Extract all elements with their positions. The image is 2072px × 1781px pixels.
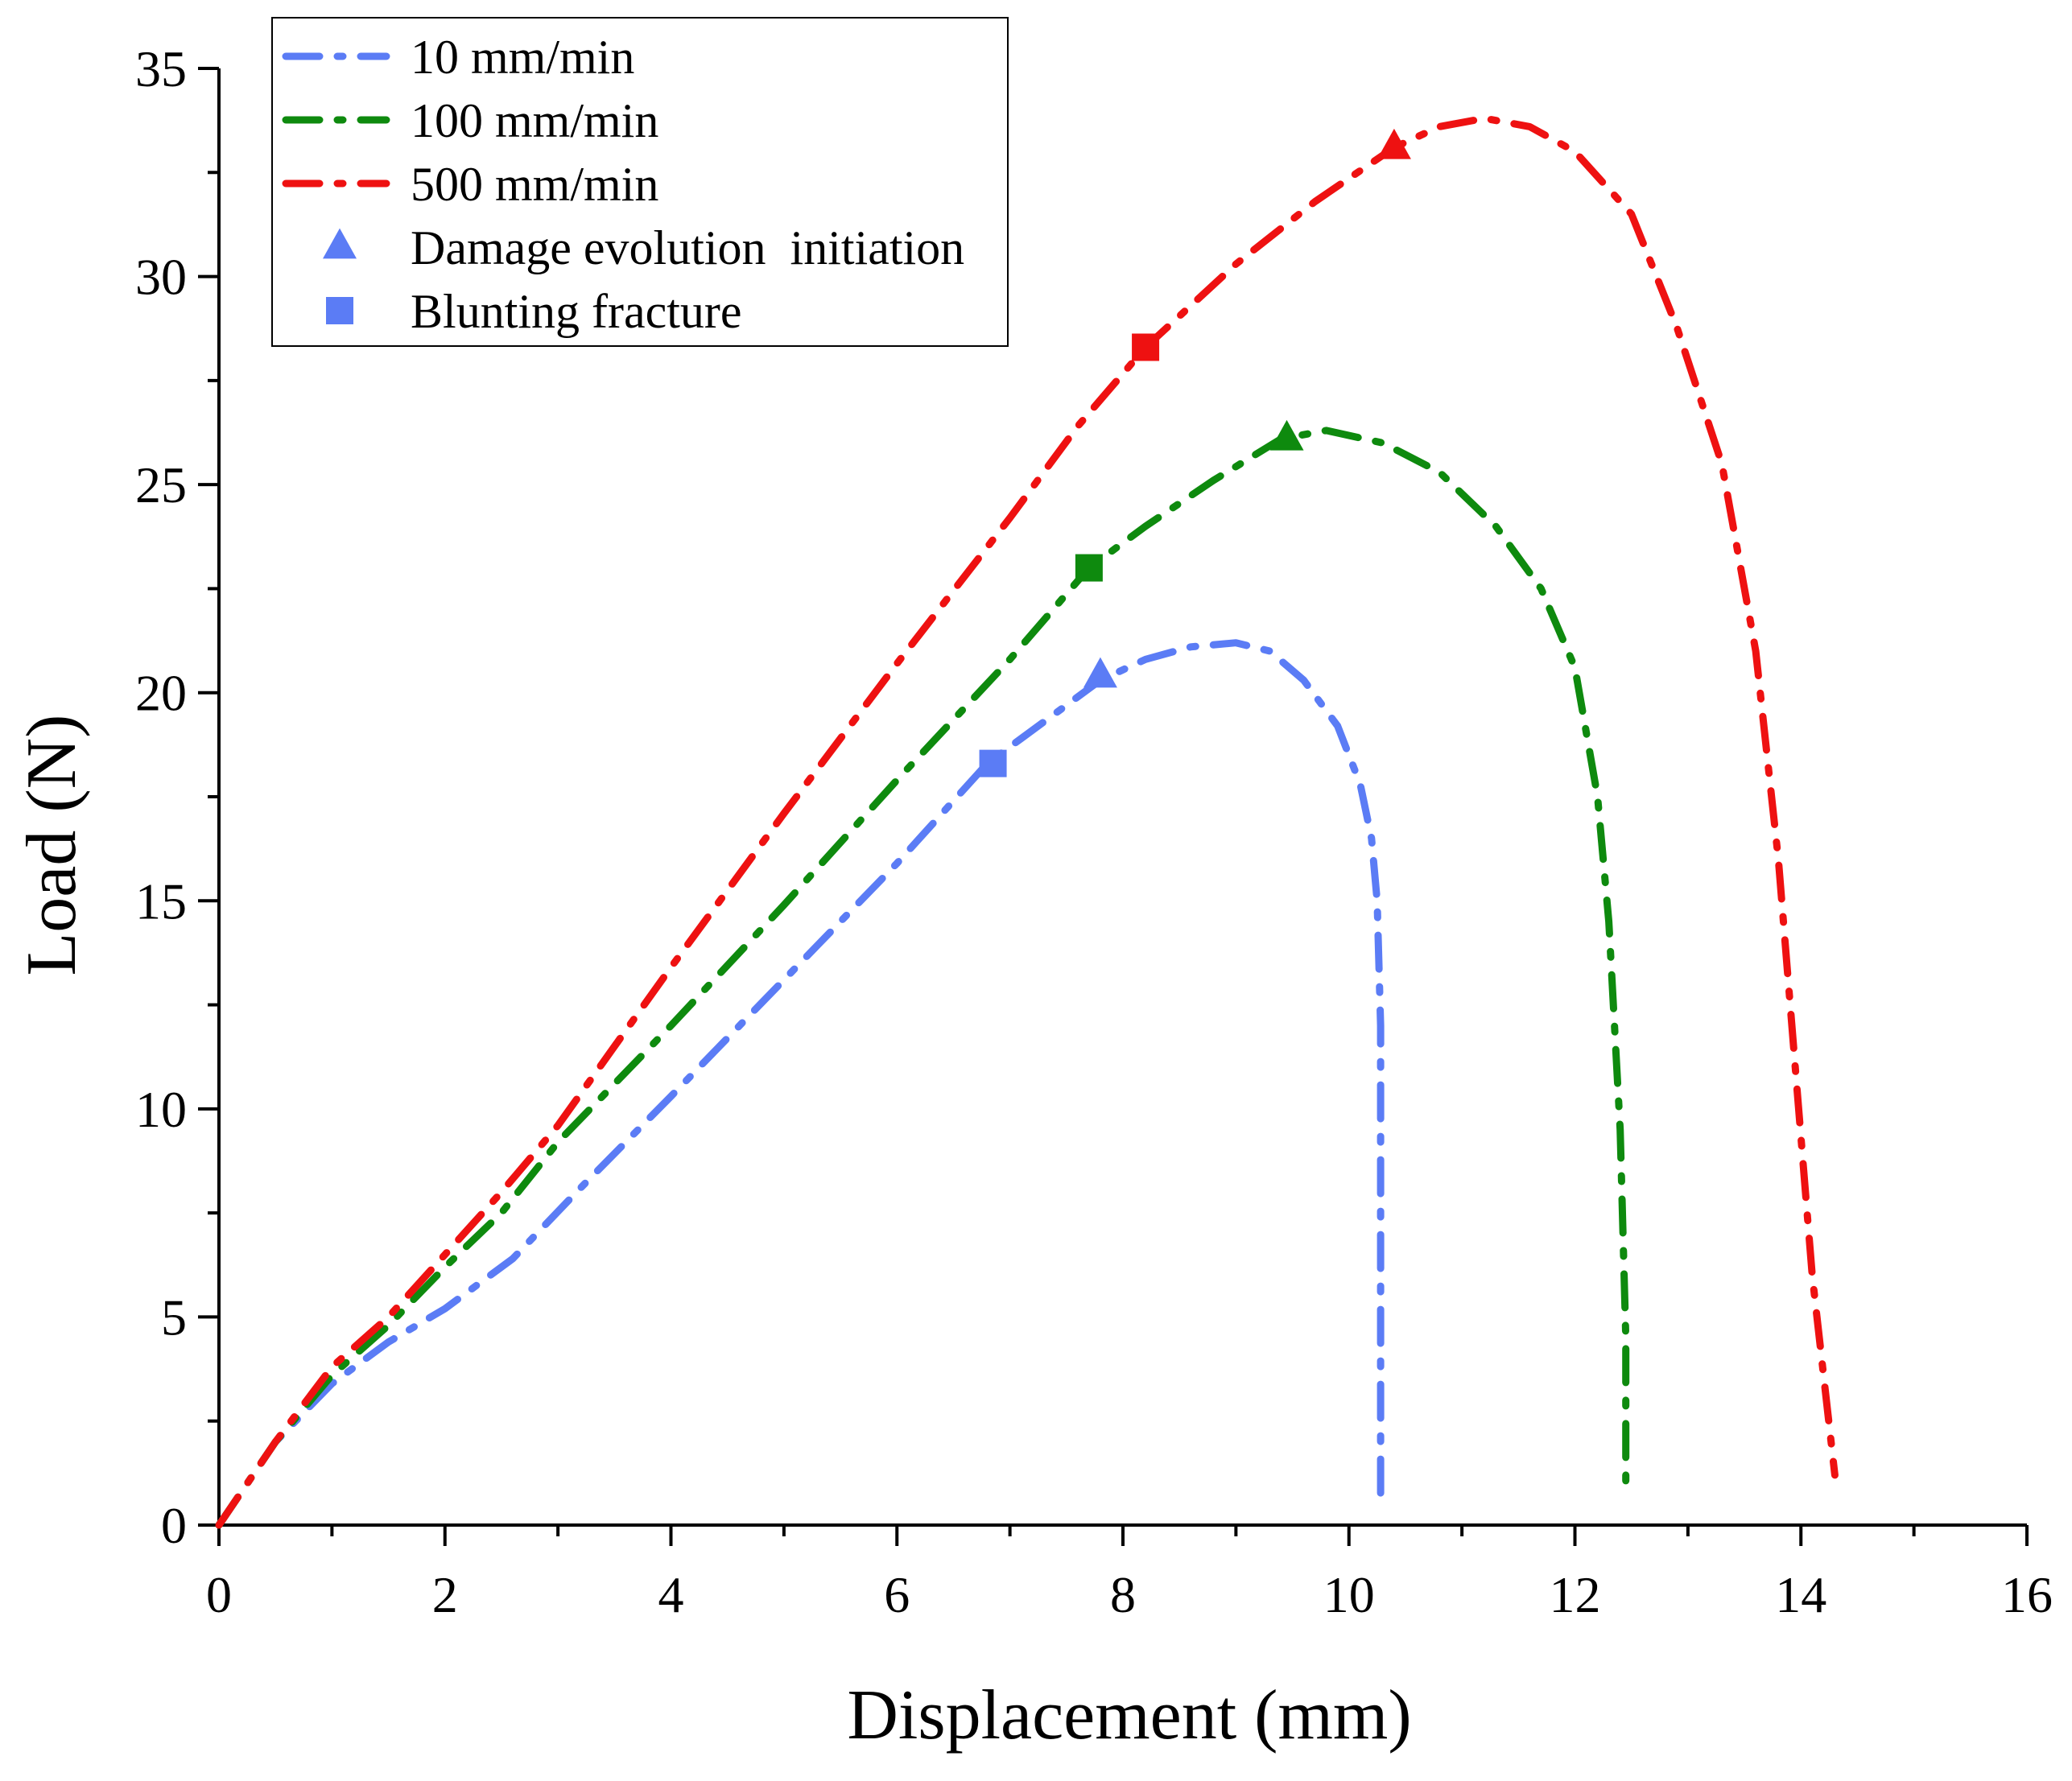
x-tick-label: 4 xyxy=(658,1566,684,1623)
blunting-marker-100-mm-min xyxy=(1075,554,1103,582)
x-tick-label: 16 xyxy=(2001,1566,2053,1623)
y-tick-label: 25 xyxy=(135,456,187,513)
x-tick-label: 2 xyxy=(432,1566,458,1623)
x-tick-label: 8 xyxy=(1110,1566,1136,1623)
axes-group: 0 2 4 6 8 10 12 14 16 0 5 10 15 20 25 30 35 xyxy=(135,40,2053,1623)
markers-group xyxy=(979,128,1411,777)
x-tick-label: 6 xyxy=(884,1566,910,1623)
y-tick-label: 35 xyxy=(135,40,187,97)
legend-label: 10 mm/min xyxy=(411,31,634,84)
y-axis-label: Load (N) xyxy=(13,715,91,976)
damage-marker-500-mm-min xyxy=(1377,128,1411,159)
legend-box xyxy=(271,17,1009,347)
legend: 10 mm/min 100 mm/min 500 mm/min Damage evol… xyxy=(271,17,1009,347)
y-tick-label: 30 xyxy=(135,249,187,306)
x-tick-label: 0 xyxy=(206,1566,232,1623)
damage-marker-100-mm-min xyxy=(1269,419,1304,451)
series-line-100-mm-min xyxy=(215,427,1630,1529)
legend-label: 100 mm/min xyxy=(411,94,658,147)
x-axis-label: Displacement (mm) xyxy=(847,1676,1411,1754)
damage-marker-10-mm-min xyxy=(1083,657,1117,688)
legend-square-icon xyxy=(326,297,353,324)
legend-label: Blunting fracture xyxy=(411,285,742,338)
y-tick-label: 0 xyxy=(161,1497,187,1554)
series-group xyxy=(215,114,1839,1529)
legend-label: 500 mm/min xyxy=(411,158,658,211)
series-line-10-mm-min xyxy=(215,639,1385,1529)
y-tick-label: 5 xyxy=(161,1288,187,1346)
x-tick-label: 10 xyxy=(1323,1566,1375,1623)
blunting-marker-10-mm-min xyxy=(979,749,1007,777)
y-tick-label: 20 xyxy=(135,665,187,722)
legend-triangle-icon xyxy=(323,228,357,259)
blunting-marker-500-mm-min xyxy=(1132,333,1160,361)
y-tick-label: 15 xyxy=(135,872,187,930)
legend-label: Damage evolution initiation xyxy=(411,221,964,274)
series-line-500-mm-min xyxy=(215,114,1839,1529)
x-tick-label: 12 xyxy=(1550,1566,1601,1623)
y-tick-label: 10 xyxy=(135,1081,187,1138)
x-tick-label: 14 xyxy=(1775,1566,1826,1623)
